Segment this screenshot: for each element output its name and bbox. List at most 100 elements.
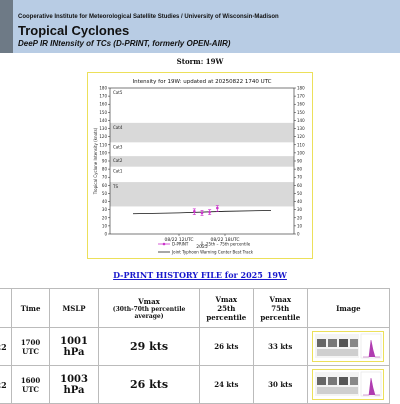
- band-label: TS: [112, 184, 118, 189]
- row-p75: 33 kts: [252, 327, 308, 366]
- y-axis-label: Tropical Cyclone Intensity (knots): [93, 127, 98, 195]
- row-mslp: 1003 hPa: [48, 365, 100, 404]
- y-tick-label-right: 170: [297, 94, 305, 99]
- legend-percentile-label: 25th – 75th percentile: [206, 242, 251, 247]
- legend-dprint-label: D-PRINT: [172, 242, 189, 247]
- image-thumbnail[interactable]: [312, 331, 385, 362]
- intensity-band: [110, 182, 294, 207]
- x-tick-label: 08/22 12UTC: [164, 237, 193, 243]
- intensity-band: [110, 122, 294, 143]
- history-table: Time MSLP Vmax (30th-70th percentile ave…: [0, 288, 391, 404]
- x-axis-label: 2025: [196, 244, 208, 250]
- y-tick-label-right: 30: [297, 207, 303, 212]
- y-tick-label: 30: [102, 207, 108, 212]
- y-tick-label-right: 70: [297, 175, 303, 180]
- p75-header-label: Vmax: [269, 294, 292, 304]
- band-label: Cat1: [113, 169, 123, 174]
- y-tick-label: 180: [99, 86, 107, 91]
- cimss-logo: [0, 0, 13, 53]
- band-label: Cat5: [113, 90, 123, 95]
- row-mslp: 1001 hPa: [48, 327, 100, 366]
- y-tick-label: 50: [102, 191, 108, 196]
- y-tick-label-right: 50: [297, 191, 303, 196]
- y-tick-label: 70: [102, 175, 108, 180]
- row-image: [306, 327, 391, 366]
- y-tick-label: 140: [99, 118, 107, 123]
- y-tick-label: 10: [102, 223, 108, 228]
- band-label: Cat4: [113, 125, 123, 130]
- y-tick-label: 130: [99, 126, 107, 131]
- p75-header: Vmax 75th percentile: [252, 288, 308, 328]
- time-header: Time: [11, 288, 50, 328]
- table-row: 22 1600 UTC 1003 hPa 26 kts 24 kts 30 kt…: [0, 365, 391, 404]
- y-tick-label-right: 0: [297, 232, 300, 237]
- intensity-band: [110, 156, 294, 167]
- row-date: 22: [0, 365, 13, 404]
- dprint-point: [208, 210, 211, 214]
- row-p25: 24 kts: [198, 365, 254, 404]
- dprint-point: [200, 211, 204, 215]
- y-tick-label: 110: [99, 142, 107, 147]
- y-tick-label: 90: [102, 159, 108, 164]
- date-header: [0, 288, 13, 328]
- page-title: Tropical Cyclones: [18, 23, 130, 38]
- y-tick-label-right: 60: [297, 183, 303, 188]
- y-tick-label-right: 130: [297, 126, 305, 131]
- page-subtitle: DeeP IR INtensity of TCs (D-PRINT, forme…: [18, 39, 231, 48]
- history-file-link[interactable]: D-PRINT HISTORY FILE for 2025_19W: [113, 270, 287, 280]
- row-date: 22: [0, 327, 13, 366]
- p25-header-sub: 25th percentile: [206, 303, 247, 322]
- p25-header: Vmax 25th percentile: [198, 288, 254, 328]
- row-p25: 26 kts: [198, 327, 254, 366]
- y-tick-label: 160: [99, 102, 107, 107]
- y-tick-label: 100: [99, 150, 107, 155]
- legend-jtwc-label: Joint Typhoon Warning Center Best Track: [171, 250, 254, 255]
- row-time: 1700 UTC: [11, 327, 50, 366]
- legend-dprint-marker: [162, 242, 166, 246]
- band-label: Cat2: [113, 158, 123, 163]
- header-banner: Cooperative Institute for Meteorological…: [0, 0, 400, 53]
- table-row: 22 1700 UTC 1001 hPa 29 kts 26 kts 33 kt…: [0, 327, 391, 366]
- dprint-point: [193, 209, 196, 213]
- band-label: Cat3: [113, 144, 123, 149]
- chart-title: Intensity for 19W: updated at 20250822 1…: [133, 79, 272, 85]
- row-image: [306, 365, 391, 404]
- y-tick-label: 170: [99, 94, 107, 99]
- dprint-point: [216, 206, 219, 210]
- y-tick-label: 20: [102, 215, 108, 220]
- y-tick-label-right: 20: [297, 215, 303, 220]
- intensity-chart: TS Cat1 Cat2 Cat3 Cat4 Cat5 Intensity for 19W:…: [87, 72, 313, 259]
- y-tick-label-right: 150: [297, 110, 305, 115]
- storm-label: Storm: 19W: [176, 57, 224, 66]
- y-tick-label: 120: [99, 134, 107, 139]
- y-tick-label: 60: [102, 183, 108, 188]
- row-time: 1600 UTC: [11, 365, 50, 404]
- y-tick-label: 80: [102, 167, 108, 172]
- image-thumbnail[interactable]: [312, 369, 385, 400]
- y-tick-label-right: 10: [297, 223, 303, 228]
- intensity-chart-svg: TS Cat1 Cat2 Cat3 Cat4 Cat5 Intensity for 19W:…: [93, 79, 305, 255]
- y-tick-label-right: 100: [297, 150, 305, 155]
- y-tick-label-right: 180: [297, 86, 305, 91]
- y-tick-label: 0: [104, 232, 107, 237]
- table-header-row: Time MSLP Vmax (30th-70th percentile ave…: [0, 288, 391, 328]
- vmax-header: Vmax (30th-70th percentile average): [98, 288, 200, 328]
- row-vmax: 29 kts: [98, 327, 200, 366]
- y-tick-label: 150: [99, 110, 107, 115]
- p75-header-sub: 75th percentile: [260, 303, 301, 322]
- y-tick-label-right: 40: [297, 199, 303, 204]
- y-tick-label-right: 120: [297, 134, 305, 139]
- image-header: Image: [306, 288, 391, 328]
- mslp-header: MSLP: [48, 288, 100, 328]
- vmax-header-sub: (30th-70th percentile average): [112, 305, 186, 320]
- row-p75: 30 kts: [252, 365, 308, 404]
- y-tick-label-right: 90: [297, 159, 303, 164]
- x-tick-label: 08/22 18UTC: [210, 237, 239, 243]
- y-tick-label-right: 160: [297, 102, 305, 107]
- row-vmax: 26 kts: [98, 365, 200, 404]
- y-tick-label-right: 80: [297, 167, 303, 172]
- org-name: Cooperative Institute for Meteorological…: [18, 14, 279, 20]
- y-tick-label: 40: [102, 199, 108, 204]
- y-tick-label-right: 140: [297, 118, 305, 123]
- p25-header-label: Vmax: [215, 294, 238, 304]
